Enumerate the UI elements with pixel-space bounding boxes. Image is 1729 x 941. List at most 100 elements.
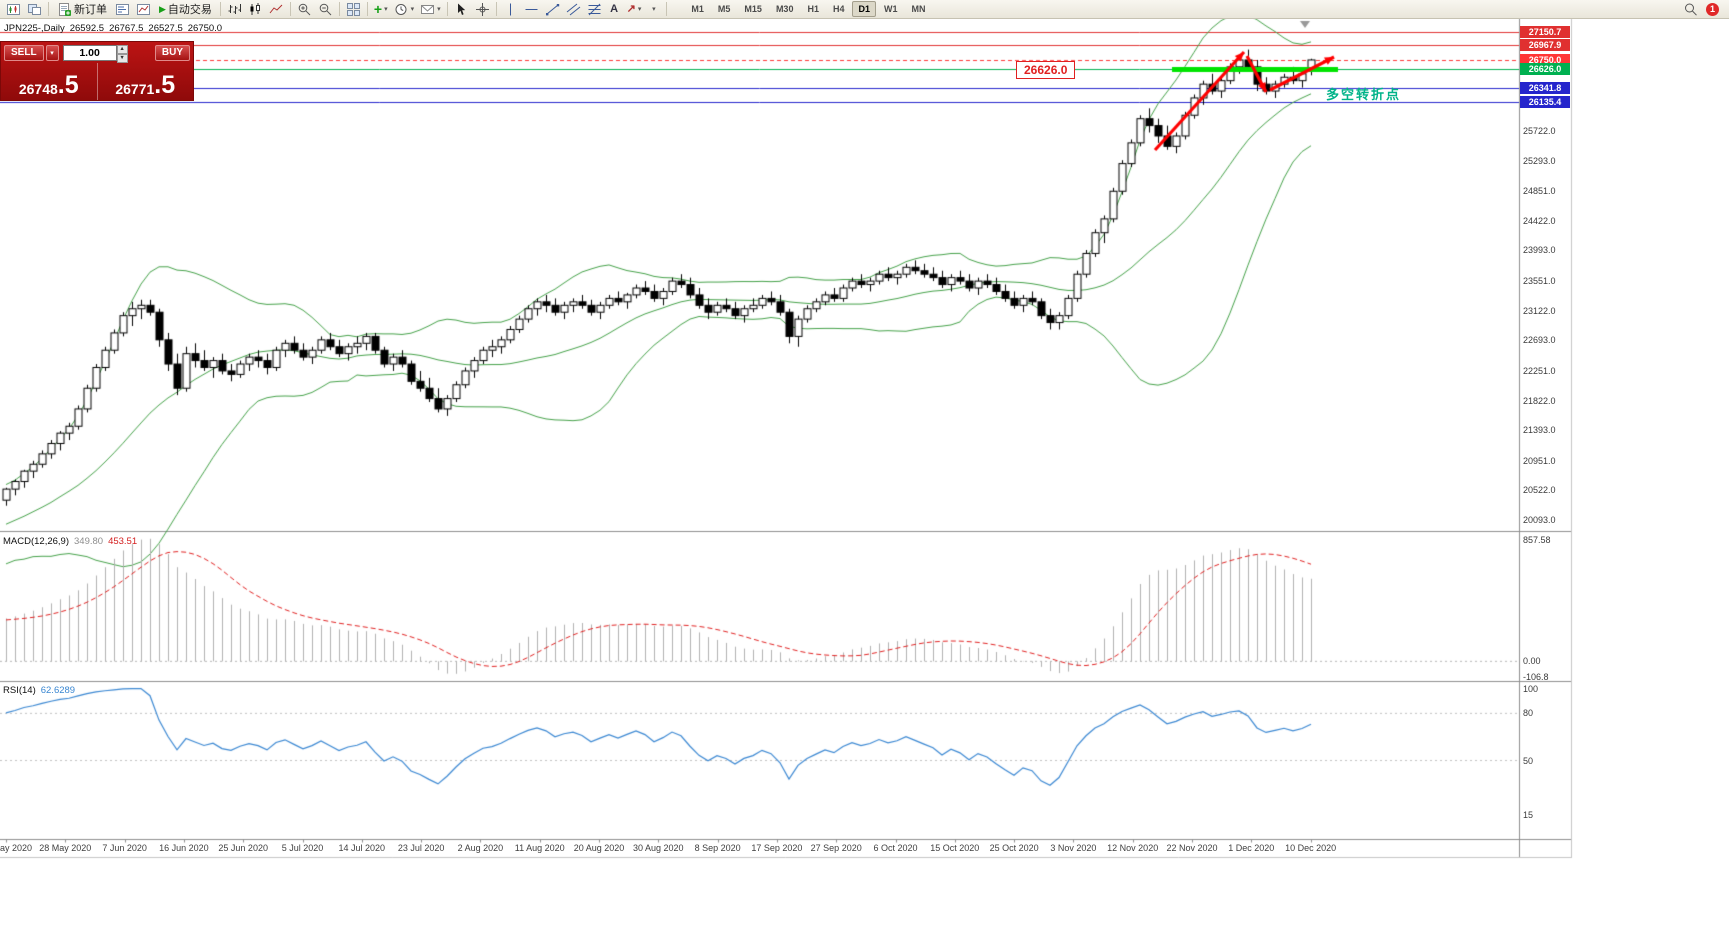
bar-chart-icon bbox=[228, 3, 241, 14]
price-annotation-callout[interactable]: 26626.0 bbox=[1016, 61, 1076, 79]
market-watch-button[interactable] bbox=[112, 1, 133, 18]
stepper-down-icon[interactable]: ▼ bbox=[116, 53, 128, 63]
channel-icon bbox=[566, 3, 580, 15]
turning-point-annotation[interactable]: 多空转折点 bbox=[1326, 87, 1402, 102]
market-watch-icon bbox=[116, 3, 129, 15]
sell-price-main: 26748 bbox=[18, 81, 58, 97]
toolbar-separator bbox=[495, 2, 497, 16]
cursor-icon bbox=[457, 3, 465, 15]
horizontal-line-icon bbox=[525, 8, 538, 10]
chevron-down-icon: ▾ bbox=[410, 6, 415, 13]
sell-price[interactable]: 26748.5 bbox=[1, 63, 97, 100]
chevron-down-icon: ▾ bbox=[652, 6, 656, 13]
buy-button[interactable]: BUY bbox=[154, 44, 190, 61]
sell-button-label: SELL bbox=[11, 47, 37, 58]
timeframe-button-h1[interactable]: H1 bbox=[807, 4, 819, 14]
candlestick-icon bbox=[250, 2, 260, 15]
zoom-in-button[interactable] bbox=[294, 1, 315, 18]
autotrading-button[interactable]: ▶ 自动交易 bbox=[154, 1, 217, 18]
sell-price-frac: .5 bbox=[57, 71, 79, 99]
channel-tool-button[interactable] bbox=[563, 1, 584, 18]
toolbar-separator bbox=[48, 2, 49, 16]
fibonacci-icon bbox=[588, 3, 601, 15]
new-order-button[interactable]: 新订单 bbox=[52, 1, 112, 18]
line-chart-icon bbox=[269, 4, 283, 13]
shapes-tool-button[interactable]: ▾ bbox=[644, 1, 663, 18]
trendline-tool-button[interactable] bbox=[542, 1, 563, 18]
chevron-down-icon: ▾ bbox=[384, 6, 388, 13]
timeframe-toolbar: M1 M5 M15 M30 H1 H4 D1 W1 MN bbox=[684, 1, 932, 17]
buy-price-frac: .5 bbox=[154, 71, 176, 99]
price-divider bbox=[96, 63, 98, 100]
vertical-line-tool-button[interactable] bbox=[500, 1, 521, 18]
sell-button[interactable]: SELL bbox=[4, 44, 44, 61]
order-type-dropdown[interactable]: ▾ bbox=[45, 44, 59, 61]
crosshair-icon bbox=[475, 2, 489, 16]
buy-price-main: 26771 bbox=[115, 81, 155, 97]
navigator-button[interactable] bbox=[133, 1, 154, 18]
vertical-line-icon bbox=[509, 3, 511, 15]
timeframe-button-w1[interactable]: W1 bbox=[884, 4, 898, 14]
crosshair-button[interactable] bbox=[472, 1, 493, 18]
macd-signal-value: 453.51 bbox=[108, 536, 138, 547]
clock-icon bbox=[395, 3, 407, 15]
chart-symbol-header: JPN225-,Daily 26592.5 26767.5 26527.5 26750.… bbox=[4, 23, 227, 34]
text-tool-button[interactable]: A bbox=[605, 1, 624, 18]
search-icon bbox=[1685, 3, 1697, 16]
trade-panel-prices: 26748.5 26771.5 bbox=[1, 63, 193, 100]
volume-control: ▲▼ bbox=[62, 44, 128, 63]
zoom-out-button[interactable] bbox=[315, 1, 336, 18]
toolbar-separator bbox=[446, 2, 448, 16]
toolbar-right: 1 bbox=[1680, 1, 1726, 18]
rsi-header: RSI(14) 62.6289 bbox=[3, 685, 80, 696]
templates-button[interactable]: ▾ bbox=[417, 1, 444, 18]
trendline-icon bbox=[545, 3, 559, 15]
cursor-button[interactable] bbox=[451, 1, 472, 18]
stepper-up-icon[interactable]: ▲ bbox=[116, 44, 128, 54]
one-click-trading-panel: SELL ▾ ▲▼ BUY 26748.5 26771.5 bbox=[0, 41, 194, 101]
low-value: 26527.5 bbox=[148, 23, 183, 34]
toolbar-separator bbox=[219, 2, 221, 16]
chevron-down-icon: ▾ bbox=[637, 6, 642, 13]
timeframe-button-m15[interactable]: M15 bbox=[744, 4, 762, 14]
horizontal-line-tool-button[interactable] bbox=[521, 1, 542, 18]
volume-stepper[interactable]: ▲ ▼ bbox=[116, 44, 128, 63]
new-order-label: 新订单 bbox=[74, 4, 107, 16]
zoom-out-icon bbox=[319, 3, 332, 15]
tile-windows-button[interactable] bbox=[343, 1, 364, 18]
macd-main-value: 349.80 bbox=[74, 536, 104, 547]
tile-windows-icon bbox=[346, 2, 360, 16]
toolbar-separator bbox=[366, 2, 368, 16]
candlestick-chart-button[interactable] bbox=[245, 1, 266, 18]
timeframe-button-m1[interactable]: M1 bbox=[691, 4, 704, 14]
notification-badge[interactable]: 1 bbox=[1706, 2, 1719, 16]
toolbar-separator bbox=[338, 2, 340, 16]
play-icon: ▶ bbox=[159, 3, 166, 14]
volume-input[interactable] bbox=[62, 44, 117, 61]
buy-price[interactable]: 26771.5 bbox=[98, 63, 194, 100]
arrows-tool-button[interactable]: ↗ ▾ bbox=[624, 1, 645, 18]
bar-chart-button[interactable] bbox=[224, 1, 245, 18]
timeframe-button-d1[interactable]: D1 bbox=[852, 1, 876, 17]
rsi-name: RSI(14) bbox=[3, 685, 36, 696]
search-button[interactable] bbox=[1680, 1, 1701, 18]
close-value: 26750.0 bbox=[187, 23, 223, 34]
indicators-plus-icon: + bbox=[373, 1, 383, 17]
fibonacci-tool-button[interactable] bbox=[584, 1, 605, 18]
profiles-button[interactable] bbox=[24, 1, 45, 18]
text-icon: A bbox=[610, 2, 619, 15]
timeframe-button-m5[interactable]: M5 bbox=[717, 4, 731, 14]
arrow-icon: ↗ bbox=[626, 2, 636, 15]
timeframe-button-m30[interactable]: M30 bbox=[775, 4, 794, 14]
envelope-icon bbox=[421, 4, 435, 14]
indicators-button[interactable]: + ▾ bbox=[371, 1, 391, 18]
timeframe-button-mn[interactable]: MN bbox=[911, 4, 926, 14]
periods-button[interactable]: ▾ bbox=[391, 1, 418, 18]
line-chart-button[interactable] bbox=[266, 1, 287, 18]
timeframe-button-h4[interactable]: H4 bbox=[832, 4, 845, 14]
symbol-name: JPN225-,Daily bbox=[4, 23, 65, 34]
new-chart-button[interactable] bbox=[3, 1, 24, 18]
main-toolbar: 新订单 ▶ 自动交易 + ▾ ▾ ▾ A ↗ ▾ ▾ M1 M5 M15 M30 bbox=[0, 0, 1729, 19]
open-value: 26592.5 bbox=[69, 23, 105, 34]
